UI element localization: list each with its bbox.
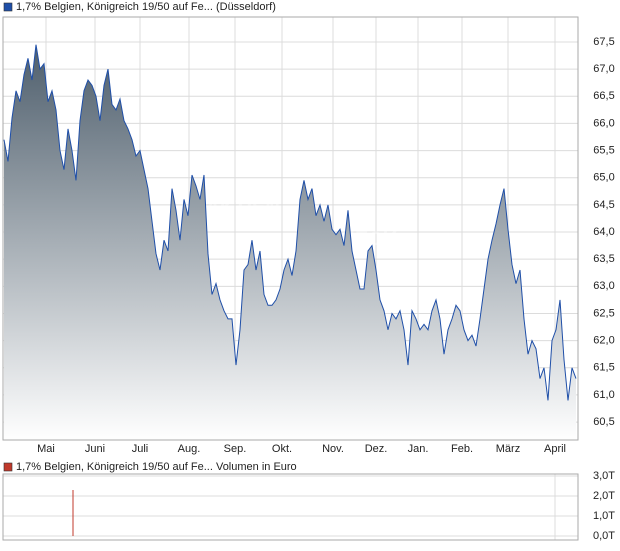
y-tick-label: 67,5 [593,36,614,48]
y-tick-label: 63,5 [593,253,614,265]
x-tick-label: Sep. [224,443,247,455]
legend-swatch [3,2,13,12]
legend-label: 1,7% Belgien, Königreich 19/50 auf Fe...… [16,461,297,473]
legend-swatch [3,462,13,472]
y-tick-label: 60,5 [593,416,614,428]
y-tick-label: 1,0T [593,510,615,522]
y-tick-label: 0,0T [593,530,615,542]
y-tick-label: 64,0 [593,226,614,238]
x-tick-label: Feb. [451,443,473,455]
y-tick-label: 65,5 [593,144,614,156]
y-tick-label: 63,0 [593,280,614,292]
x-tick-label: Aug. [178,443,201,455]
x-tick-label: Juni [85,443,105,455]
y-tick-label: 61,5 [593,362,614,374]
x-tick-label: April [544,443,566,455]
x-tick-label: Mai [37,443,55,455]
price-line [3,44,577,401]
x-tick-label: Nov. [322,443,344,455]
legend-label: 1,7% Belgien, Königreich 19/50 auf Fe...… [16,1,276,13]
plot-background [2,473,579,541]
x-tick-label: März [496,443,520,455]
area-fill [4,44,576,440]
y-tick-label: 64,5 [593,199,614,211]
y-tick-label: 2,0T [593,490,615,502]
x-tick-label: Jan. [408,443,429,455]
volume-bar [72,490,74,536]
y-tick-label: 66,0 [593,117,614,129]
y-tick-label: 61,0 [593,389,614,401]
x-tick-label: Juli [132,443,149,455]
plot-border [2,473,579,541]
y-tick-label: 62,0 [593,335,614,347]
y-tick-label: 67,0 [593,63,614,75]
y-tick-label: 3,0T [593,470,615,482]
plot-border [2,16,579,441]
y-tick-label: 66,5 [593,90,614,102]
x-tick-label: Dez. [365,443,388,455]
y-tick-label: 62,5 [593,307,614,319]
x-tick-label: Okt. [272,443,292,455]
y-tick-label: 65,0 [593,172,614,184]
watermark: AKTIEN [204,196,280,218]
